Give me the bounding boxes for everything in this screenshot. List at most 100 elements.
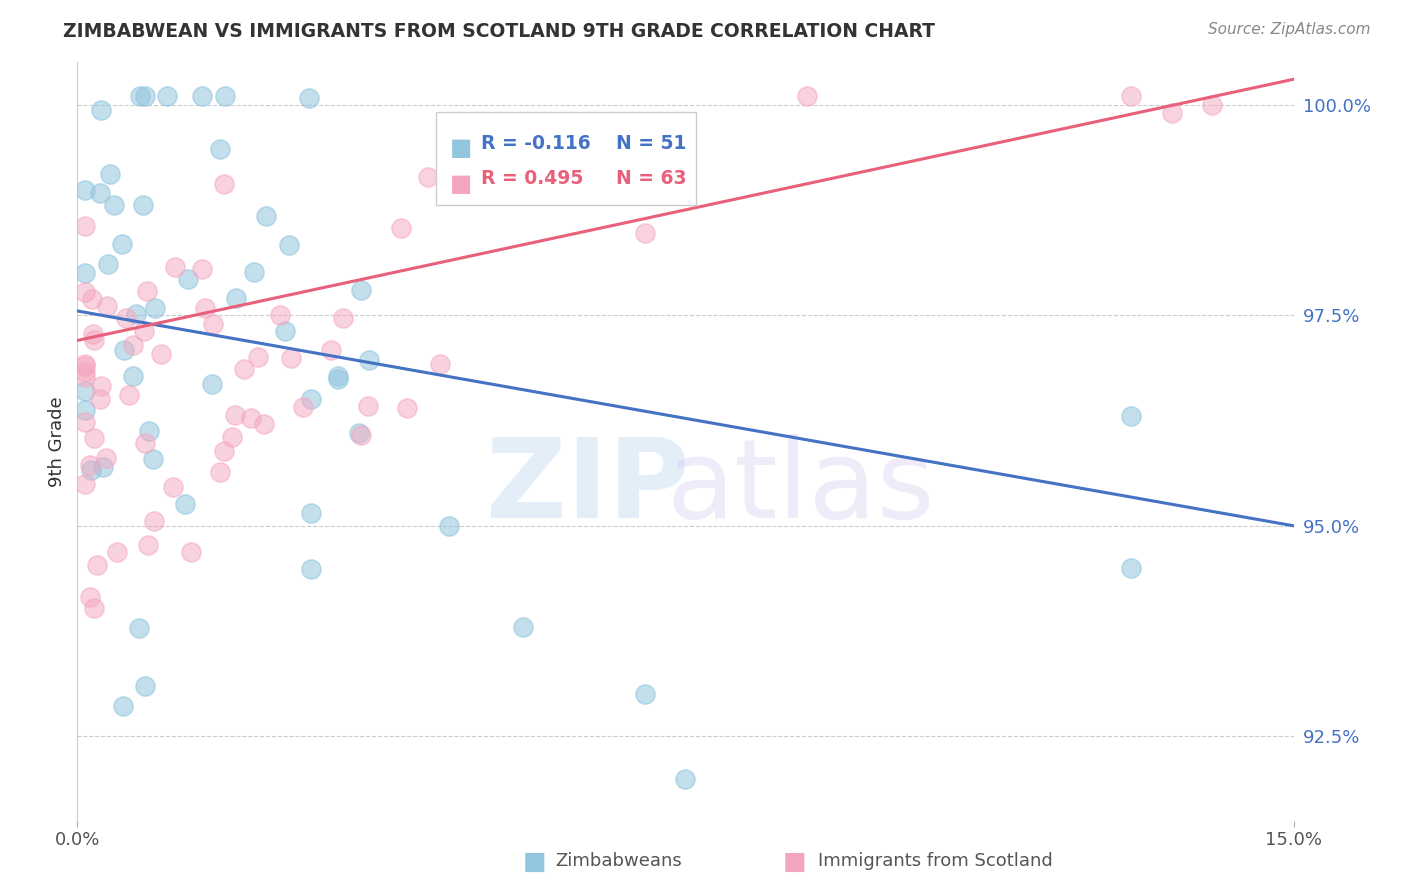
Point [111, 237, 134, 252]
Point [75, 266, 97, 280]
Point [132, 324, 155, 338]
Point [299, 506, 322, 520]
Point [225, 291, 247, 305]
Point [138, 424, 160, 438]
Point [83, 600, 105, 615]
Point [437, 518, 460, 533]
Point [135, 285, 157, 299]
Text: ZIP: ZIP [486, 434, 690, 541]
Point [75, 415, 97, 429]
Point [75, 370, 97, 384]
Point [75, 477, 97, 491]
Point [75, 359, 97, 373]
Point [357, 353, 380, 368]
Point [298, 91, 321, 105]
Point [299, 392, 322, 407]
Point [254, 209, 277, 223]
Point [118, 387, 141, 401]
Point [350, 428, 373, 442]
Point [90, 103, 112, 117]
Text: ZIMBABWEAN VS IMMIGRANTS FROM SCOTLAND 9TH GRADE CORRELATION CHART: ZIMBABWEAN VS IMMIGRANTS FROM SCOTLAND 9… [63, 22, 935, 41]
Text: N = 51: N = 51 [616, 134, 686, 153]
Point [512, 620, 534, 634]
Point [83, 333, 105, 347]
Point [112, 343, 135, 358]
Point [253, 417, 276, 431]
Point [132, 198, 155, 212]
Point [224, 408, 246, 422]
Point [82, 326, 104, 341]
Point [634, 687, 657, 701]
Point [291, 400, 314, 414]
Point [194, 301, 217, 315]
Point [214, 444, 236, 458]
Point [75, 403, 97, 417]
Point [389, 221, 412, 235]
Point [347, 425, 370, 440]
Point [675, 772, 697, 786]
Text: Zimbabweans: Zimbabweans [555, 852, 682, 870]
Point [97, 257, 120, 271]
Text: atlas: atlas [666, 434, 935, 541]
Point [75, 285, 97, 299]
Point [319, 343, 342, 357]
Point [416, 170, 439, 185]
Point [214, 177, 236, 191]
Point [79, 591, 101, 605]
Point [190, 262, 212, 277]
Point [94, 450, 117, 465]
Point [191, 89, 214, 103]
Point [125, 307, 148, 321]
Text: R = -0.116: R = -0.116 [481, 134, 591, 153]
Point [326, 372, 349, 386]
Point [246, 350, 269, 364]
Point [79, 458, 101, 472]
Point [86, 558, 108, 572]
Point [675, 122, 697, 136]
Point [278, 238, 301, 252]
Point [274, 324, 297, 338]
Point [232, 361, 254, 376]
Point [128, 621, 150, 635]
Point [299, 561, 322, 575]
Point [332, 310, 354, 325]
Text: ■: ■ [450, 136, 472, 161]
Point [156, 89, 179, 103]
Point [105, 545, 128, 559]
Point [122, 368, 145, 383]
Point [350, 283, 373, 297]
Point [208, 142, 231, 156]
Point [100, 167, 122, 181]
Point [243, 265, 266, 279]
Point [80, 463, 103, 477]
Point [111, 699, 134, 714]
Point [214, 89, 236, 103]
Point [75, 365, 97, 379]
Point [134, 89, 156, 103]
Point [149, 347, 172, 361]
Point [143, 301, 166, 315]
Point [80, 292, 103, 306]
Point [208, 466, 231, 480]
Point [134, 436, 156, 450]
Point [180, 545, 202, 559]
Point [357, 399, 380, 413]
Text: R = 0.495: R = 0.495 [481, 169, 583, 188]
Text: Immigrants from Scotland: Immigrants from Scotland [818, 852, 1053, 870]
Point [512, 161, 534, 175]
Point [121, 338, 143, 352]
Point [138, 538, 160, 552]
Point [269, 308, 291, 322]
Point [103, 198, 125, 212]
Point [134, 679, 156, 693]
Text: ■: ■ [523, 850, 546, 874]
Point [796, 89, 818, 103]
Point [239, 411, 262, 425]
Point [177, 272, 200, 286]
Text: ■: ■ [450, 172, 472, 196]
Point [280, 351, 302, 365]
Text: N = 63: N = 63 [616, 169, 686, 188]
Point [395, 401, 418, 415]
Point [91, 460, 114, 475]
Point [202, 317, 225, 331]
